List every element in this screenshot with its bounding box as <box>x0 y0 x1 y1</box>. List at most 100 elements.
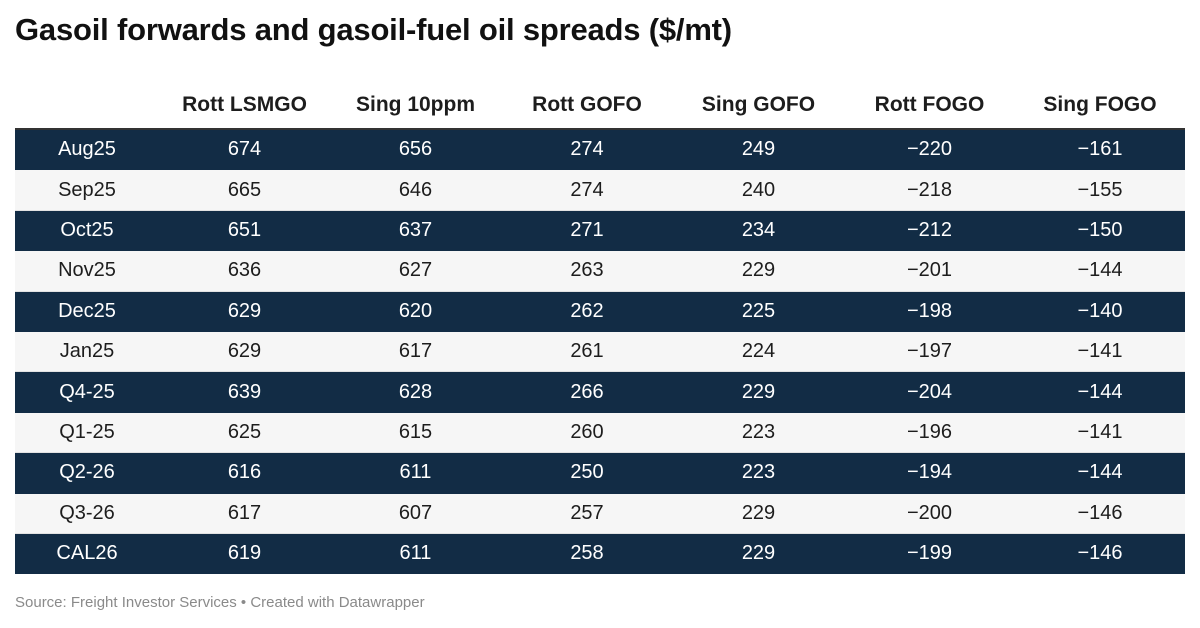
table-row: Jan25 629 617 261 224 −197 −141 <box>15 331 1185 373</box>
row-label: Q3-26 <box>15 493 159 534</box>
table-cell: −201 <box>844 250 1015 292</box>
table-cell: 274 <box>501 129 673 171</box>
table-cell: 257 <box>501 493 673 534</box>
table-cell: 229 <box>673 533 844 575</box>
table-cell: −144 <box>1015 250 1185 292</box>
table-row: CAL26 619 611 258 229 −199 −146 <box>15 533 1185 575</box>
column-header: Sing FOGO <box>1015 82 1185 130</box>
table-cell: 271 <box>501 210 673 252</box>
table-cell: 223 <box>673 412 844 454</box>
table-cell: 615 <box>330 412 501 454</box>
table-cell: 229 <box>673 493 844 534</box>
table-cell: 258 <box>501 533 673 575</box>
table-cell: −196 <box>844 412 1015 454</box>
column-header: Sing GOFO <box>673 82 844 130</box>
table-header: Rott LSMGO Sing 10ppm Rott GOFO Sing GOFO Ro… <box>15 82 1185 130</box>
column-header: Sing 10ppm <box>330 82 501 130</box>
table-cell: 229 <box>673 371 844 413</box>
table-cell: −200 <box>844 493 1015 534</box>
table-cell: −146 <box>1015 493 1185 534</box>
table-cell: −141 <box>1015 412 1185 454</box>
column-header: Rott LSMGO <box>159 82 330 130</box>
row-label: Nov25 <box>15 250 159 292</box>
table-cell: 629 <box>159 291 330 332</box>
row-label: Aug25 <box>15 129 159 171</box>
table-cell: −199 <box>844 533 1015 575</box>
table-row: Sep25 665 646 274 240 −218 −155 <box>15 169 1185 211</box>
table-cell: 249 <box>673 129 844 171</box>
table-cell: 674 <box>159 129 330 171</box>
table-row: Q2-26 616 611 250 223 −194 −144 <box>15 452 1185 494</box>
table-row: Oct25 651 637 271 234 −212 −150 <box>15 210 1185 252</box>
table-cell: 250 <box>501 452 673 494</box>
table-cell: 619 <box>159 533 330 575</box>
table-row: Q3-26 617 607 257 229 −200 −146 <box>15 493 1185 534</box>
row-label: Q4-25 <box>15 371 159 413</box>
row-label: Dec25 <box>15 291 159 332</box>
table-cell: −218 <box>844 169 1015 211</box>
table-cell: 262 <box>501 291 673 332</box>
table-cell: 646 <box>330 169 501 211</box>
table-cell: 620 <box>330 291 501 332</box>
table-cell: 607 <box>330 493 501 534</box>
column-header: Rott FOGO <box>844 82 1015 130</box>
table-cell: 617 <box>330 331 501 373</box>
row-label: Sep25 <box>15 169 159 211</box>
row-label: Q2-26 <box>15 452 159 494</box>
table-cell: 665 <box>159 169 330 211</box>
table-cell: 629 <box>159 331 330 373</box>
table-cell: 656 <box>330 129 501 171</box>
table-cell: 240 <box>673 169 844 211</box>
table-cell: −141 <box>1015 331 1185 373</box>
row-label: Oct25 <box>15 210 159 252</box>
table-cell: 263 <box>501 250 673 292</box>
table-body: Aug25 674 656 274 249 −220 −161 Sep25 665 646 274 2… <box>15 129 1185 575</box>
table-cell: −161 <box>1015 129 1185 171</box>
table-cell: 260 <box>501 412 673 454</box>
table-cell: 261 <box>501 331 673 373</box>
table-row: Aug25 674 656 274 249 −220 −161 <box>15 129 1185 171</box>
table-row: Q1-25 625 615 260 223 −196 −141 <box>15 412 1185 454</box>
row-label: Q1-25 <box>15 412 159 454</box>
table-row: Dec25 629 620 262 225 −198 −140 <box>15 291 1185 332</box>
table-cell: 611 <box>330 452 501 494</box>
source-note: Source: Freight Investor Services • Crea… <box>15 594 425 611</box>
table-cell: 637 <box>330 210 501 252</box>
table-cell: 225 <box>673 291 844 332</box>
chart-title: Gasoil forwards and gasoil-fuel oil spre… <box>15 12 732 47</box>
table-cell: 274 <box>501 169 673 211</box>
table-cell: 625 <box>159 412 330 454</box>
header-row: Rott LSMGO Sing 10ppm Rott GOFO Sing GOFO Ro… <box>15 82 1185 130</box>
table-cell: 617 <box>159 493 330 534</box>
table-cell: 651 <box>159 210 330 252</box>
table-cell: 234 <box>673 210 844 252</box>
table-cell: 224 <box>673 331 844 373</box>
table-cell: −146 <box>1015 533 1185 575</box>
column-header-row-label <box>15 82 159 130</box>
row-label: Jan25 <box>15 331 159 373</box>
table-cell: 223 <box>673 452 844 494</box>
table-cell: −198 <box>844 291 1015 332</box>
table-cell: 611 <box>330 533 501 575</box>
row-label: CAL26 <box>15 533 159 575</box>
table-cell: 266 <box>501 371 673 413</box>
table-cell: −204 <box>844 371 1015 413</box>
table-cell: −144 <box>1015 452 1185 494</box>
column-header: Rott GOFO <box>501 82 673 130</box>
data-table: Rott LSMGO Sing 10ppm Rott GOFO Sing GOFO Ro… <box>15 82 1185 575</box>
table-row: Q4-25 639 628 266 229 −204 −144 <box>15 371 1185 413</box>
table-cell: −140 <box>1015 291 1185 332</box>
table-cell: −155 <box>1015 169 1185 211</box>
table-row: Nov25 636 627 263 229 −201 −144 <box>15 250 1185 292</box>
table-cell: 628 <box>330 371 501 413</box>
table-cell: 627 <box>330 250 501 292</box>
table-cell: 616 <box>159 452 330 494</box>
table-cell: 229 <box>673 250 844 292</box>
table-cell: −150 <box>1015 210 1185 252</box>
table-cell: 639 <box>159 371 330 413</box>
table-cell: −220 <box>844 129 1015 171</box>
table-cell: −194 <box>844 452 1015 494</box>
table-cell: 636 <box>159 250 330 292</box>
table-cell: −197 <box>844 331 1015 373</box>
table-cell: −144 <box>1015 371 1185 413</box>
